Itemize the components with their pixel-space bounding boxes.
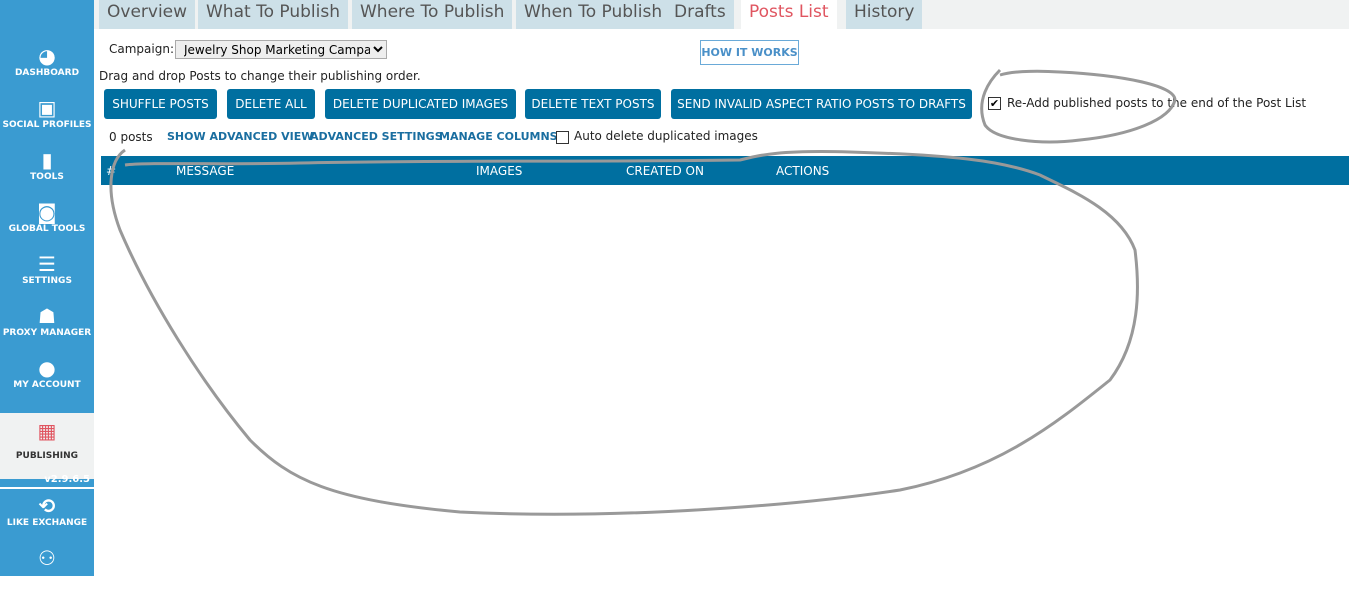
sliders-icon: ☰ <box>38 252 56 276</box>
sidebar-item-my-account[interactable]: ● MY ACCOUNT <box>0 356 94 408</box>
advanced-settings-link[interactable]: ADVANCED SETTINGS <box>310 130 443 143</box>
sidebar-item-tools[interactable]: ▮ TOOLS <box>0 148 94 200</box>
campaign-label: Campaign: <box>109 42 174 56</box>
sidebar-item-label: SOCIAL PROFILES <box>2 120 92 130</box>
tab-when-to-publish[interactable]: When To Publish <box>516 0 671 29</box>
version-label: v2.9.6.5 <box>44 474 90 485</box>
sidebar-item-label: SETTINGS <box>22 276 72 286</box>
tab-drafts[interactable]: Drafts <box>666 0 734 29</box>
tab-bar: Overview What To Publish Where To Publis… <box>94 0 1349 29</box>
posts-table-header: # MESSAGE IMAGES CREATED ON ACTIONS <box>101 156 1349 185</box>
readd-checkbox[interactable]: ✔ <box>988 97 1001 110</box>
sidebar: ◕ DASHBOARD ▣ SOCIAL PROFILES ▮ TOOLS ◙ GLOB… <box>0 0 94 576</box>
divider <box>0 487 94 489</box>
tab-history[interactable]: History <box>846 0 923 29</box>
sidebar-item-global-tools[interactable]: ◙ GLOBAL TOOLS <box>0 200 94 252</box>
sidebar-item-label: PROXY MANAGER <box>2 328 92 338</box>
tab-what-to-publish[interactable]: What To Publish <box>198 0 348 29</box>
post-count: 0 posts <box>109 130 153 144</box>
how-it-works-button[interactable]: HOW IT WORKS <box>700 40 799 65</box>
user-icon: ● <box>38 356 56 380</box>
sidebar-item-label: PUBLISHING <box>15 451 79 461</box>
auto-delete-label: Auto delete duplicated images <box>574 129 758 143</box>
sidebar-item-like-exchange[interactable]: ⟲ LIKE EXCHANGE <box>0 494 94 546</box>
users-exchange-icon: ⚇ <box>38 546 56 570</box>
sidebar-item-label: MY ACCOUNT <box>13 380 81 390</box>
tab-overview[interactable]: Overview <box>99 0 196 29</box>
calendar-icon: ▦ <box>37 419 57 443</box>
sidebar-item-proxy-manager[interactable]: ☗ PROXY MANAGER <box>0 304 94 356</box>
profile-card-icon: ▣ <box>37 96 57 120</box>
campaign-select[interactable]: Jewelry Shop Marketing Campaign <box>175 40 387 59</box>
sidebar-item-label: TOOLS <box>30 172 64 182</box>
column-header-images: IMAGES <box>476 164 523 178</box>
annotation-scribble <box>109 68 1177 516</box>
tab-posts-list[interactable]: Posts List <box>741 0 837 29</box>
sidebar-item-more[interactable]: ⚇ <box>0 546 94 598</box>
manage-columns-link[interactable]: MANAGE COLUMNS <box>439 130 558 143</box>
shuffle-posts-button[interactable]: SHUFFLE POSTS <box>104 89 217 119</box>
sidebar-item-settings[interactable]: ☰ SETTINGS <box>0 252 94 304</box>
auto-delete-checkbox[interactable] <box>556 131 569 144</box>
column-header-created-on: CREATED ON <box>626 164 704 178</box>
sidebar-item-label: GLOBAL TOOLS <box>8 224 86 234</box>
delete-text-posts-button[interactable]: DELETE TEXT POSTS <box>525 89 661 119</box>
readd-label: Re-Add published posts to the end of the… <box>1007 96 1307 110</box>
sidebar-item-dashboard[interactable]: ◕ DASHBOARD <box>0 44 94 96</box>
global-clipboard-icon: ◙ <box>37 200 57 224</box>
column-header-message: MESSAGE <box>176 164 235 178</box>
delete-duplicated-images-button[interactable]: DELETE DUPLICATED IMAGES <box>325 89 516 119</box>
spy-icon: ☗ <box>38 304 56 328</box>
delete-all-button[interactable]: DELETE ALL <box>227 89 315 119</box>
tab-where-to-publish[interactable]: Where To Publish <box>352 0 513 29</box>
gauge-icon: ◕ <box>38 44 56 68</box>
send-invalid-aspect-ratio-button[interactable]: SEND INVALID ASPECT RATIO POSTS TO DRAFT… <box>671 89 972 119</box>
column-header-number: # <box>106 164 117 178</box>
sidebar-item-publishing[interactable]: ▦ PUBLISHING <box>0 413 94 479</box>
column-header-actions: ACTIONS <box>776 164 830 178</box>
sidebar-item-label: DASHBOARD <box>14 68 80 78</box>
sidebar-item-label: LIKE EXCHANGE <box>6 518 88 528</box>
clipboard-icon: ▮ <box>41 148 53 172</box>
like-exchange-icon: ⟲ <box>38 494 56 518</box>
show-advanced-view-link[interactable]: SHOW ADVANCED VIEW <box>167 130 314 143</box>
scribble-loop-table <box>109 148 1139 516</box>
sidebar-item-social-profiles[interactable]: ▣ SOCIAL PROFILES <box>0 96 94 148</box>
drag-hint: Drag and drop Posts to change their publ… <box>99 69 421 83</box>
